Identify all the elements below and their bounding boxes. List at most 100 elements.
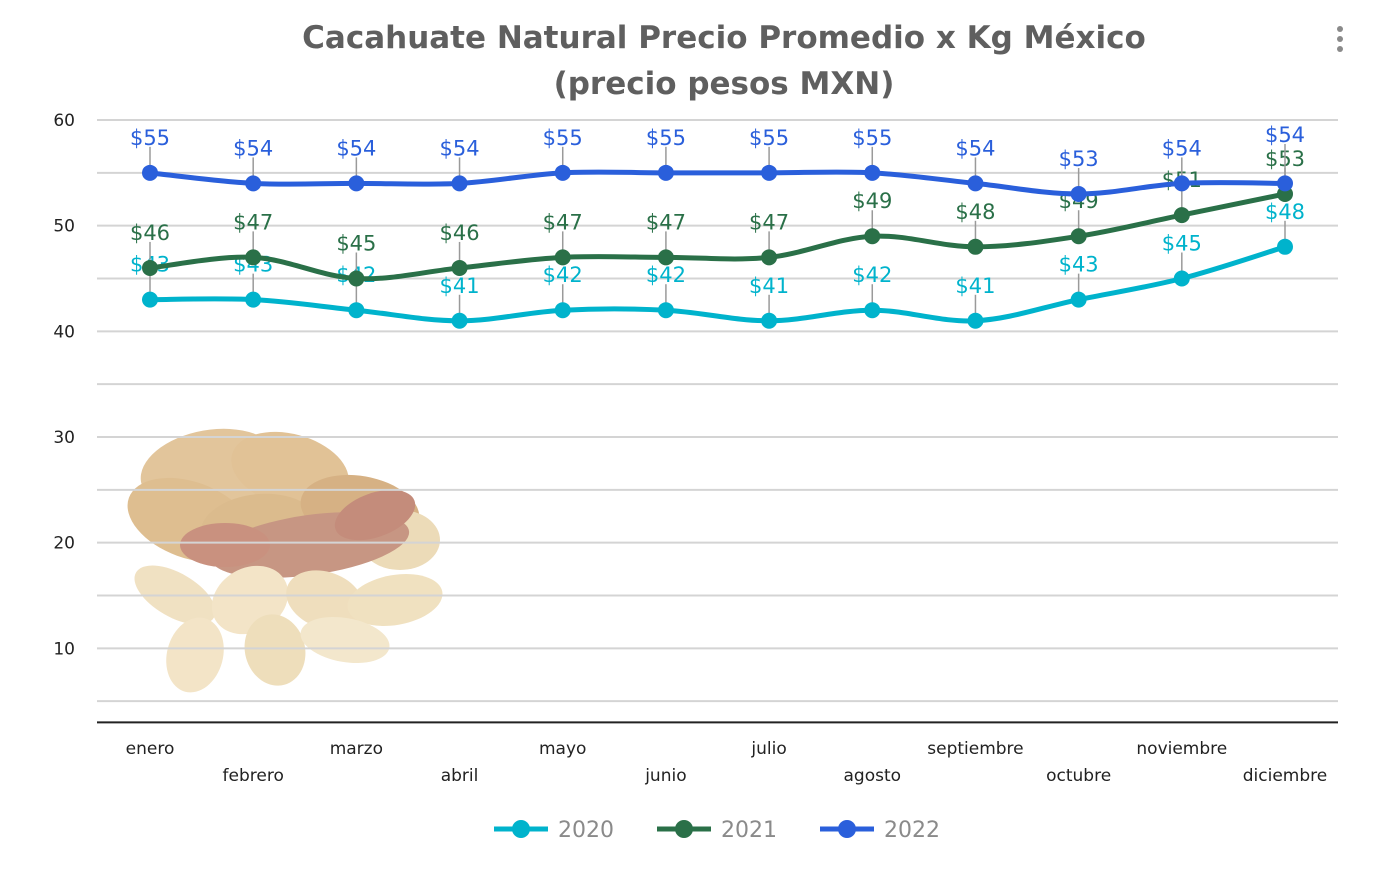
data-label: $47 [749, 210, 789, 234]
peanut-shape [347, 574, 443, 626]
data-label: $47 [543, 210, 583, 234]
data-point[interactable] [967, 175, 984, 192]
data-point[interactable] [348, 302, 365, 319]
data-point[interactable] [245, 175, 262, 192]
data-point[interactable] [761, 249, 778, 266]
y-tick-label: 40 [53, 322, 75, 342]
data-point[interactable] [1277, 175, 1293, 192]
data-label: $54 [336, 136, 376, 160]
data-label: $54 [439, 136, 479, 160]
data-point[interactable] [864, 164, 881, 181]
data-point[interactable] [657, 164, 674, 181]
data-point[interactable] [657, 302, 674, 319]
data-label: $46 [439, 221, 479, 245]
x-tick-label: julio [750, 739, 786, 759]
data-label: $48 [955, 200, 995, 224]
x-tick-label: noviembre [1136, 739, 1227, 759]
data-label: $55 [130, 126, 170, 150]
peanut-shape [244, 614, 306, 686]
data-label: $41 [439, 274, 479, 298]
peanut-shape [334, 489, 416, 541]
data-point[interactable] [967, 312, 984, 329]
x-tick-label: octubre [1046, 766, 1111, 786]
data-point[interactable] [1070, 291, 1087, 308]
series-line-2022 [149, 169, 1286, 197]
series-line-2020 [149, 244, 1286, 324]
data-point[interactable] [761, 164, 778, 181]
data-point[interactable] [142, 259, 158, 276]
data-label: $55 [646, 126, 686, 150]
x-tick-label: marzo [330, 739, 383, 759]
data-point[interactable] [245, 249, 262, 266]
data-label: $55 [749, 126, 789, 150]
data-point[interactable] [451, 259, 468, 276]
data-point[interactable] [967, 238, 984, 255]
data-label: $46 [130, 221, 170, 245]
legend-item-2020[interactable]: 2020 [494, 818, 614, 843]
data-label: $45 [1162, 232, 1202, 256]
legend-label: 2022 [884, 818, 940, 843]
legend-item-2021[interactable]: 2021 [657, 818, 777, 843]
data-point[interactable] [864, 228, 881, 245]
data-label: $54 [1265, 123, 1305, 147]
peanuts-image [127, 428, 443, 693]
data-label: $55 [852, 126, 892, 150]
data-point[interactable] [1173, 270, 1190, 287]
peanut-shape [286, 570, 364, 630]
data-point[interactable] [348, 175, 365, 192]
data-point[interactable] [1173, 175, 1190, 192]
peanut-shape [300, 616, 390, 664]
data-label: $43 [1059, 253, 1099, 277]
data-point[interactable] [451, 312, 468, 329]
y-tick-label: 30 [53, 428, 75, 448]
data-label: $42 [852, 263, 892, 287]
x-tick-label: febrero [223, 766, 284, 786]
data-label: $53 [1059, 147, 1099, 171]
data-label: $55 [543, 126, 583, 150]
data-label: $54 [1162, 136, 1202, 160]
x-tick-label: abril [441, 766, 479, 786]
peanut-shape [180, 523, 270, 567]
legend-item-2022[interactable]: 2022 [820, 818, 940, 843]
data-point[interactable] [1070, 185, 1087, 202]
data-label: $41 [749, 274, 789, 298]
x-tick-label: diciembre [1243, 766, 1327, 786]
data-point[interactable] [1070, 228, 1087, 245]
data-point[interactable] [451, 175, 468, 192]
data-label: $45 [336, 232, 376, 256]
data-point[interactable] [142, 164, 158, 181]
data-point[interactable] [245, 291, 262, 308]
data-label: $48 [1265, 200, 1305, 224]
data-point[interactable] [554, 164, 571, 181]
data-label: $49 [852, 189, 892, 213]
data-point[interactable] [142, 291, 158, 308]
x-tick-label: junio [644, 766, 686, 786]
data-point[interactable] [554, 302, 571, 319]
legend-marker [512, 820, 530, 838]
gridlines [97, 119, 1338, 724]
data-label: $41 [955, 274, 995, 298]
data-label: $47 [233, 210, 273, 234]
series-2020: $43$43$42$41$42$42$41$42$41$43$45$48 [130, 200, 1305, 329]
y-tick-label: 20 [53, 534, 75, 554]
y-tick-label: 60 [53, 111, 75, 131]
x-tick-label: mayo [539, 739, 586, 759]
more-vertical-icon[interactable] [1330, 26, 1350, 58]
x-tick-label: agosto [843, 766, 901, 786]
data-label: $54 [233, 136, 273, 160]
data-point[interactable] [554, 249, 571, 266]
data-point[interactable] [864, 302, 881, 319]
data-label: $54 [955, 136, 995, 160]
chart-title-line-2: (precio pesos MXN) [554, 66, 895, 102]
data-label: $47 [646, 210, 686, 234]
data-point[interactable] [1277, 238, 1293, 255]
data-label: $42 [646, 263, 686, 287]
data-point[interactable] [1173, 207, 1190, 224]
legend: 2020 2021 2022 [494, 818, 940, 843]
peanut-shape [166, 617, 224, 693]
legend-label: 2021 [721, 818, 777, 843]
data-point[interactable] [657, 249, 674, 266]
data-point[interactable] [761, 312, 778, 329]
y-tick-label: 10 [53, 639, 75, 659]
data-point[interactable] [348, 270, 365, 287]
